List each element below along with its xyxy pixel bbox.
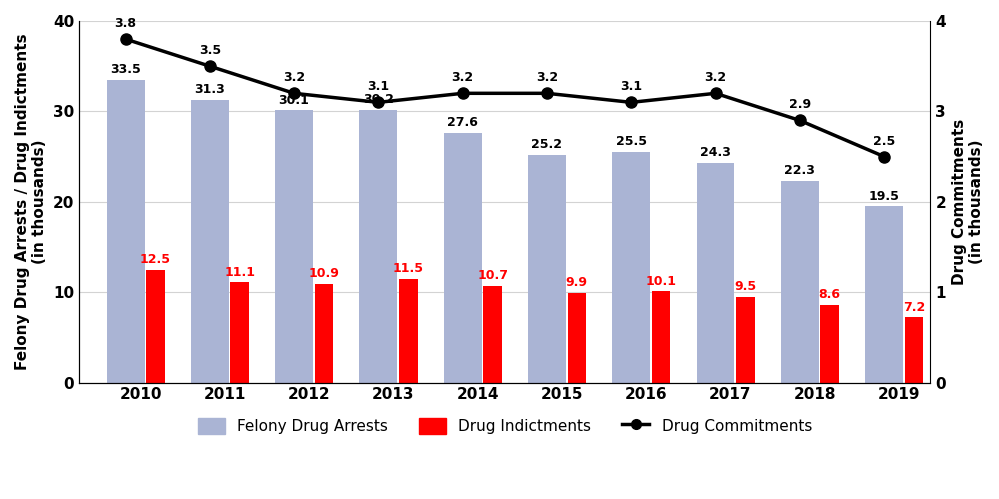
Text: 3.8: 3.8: [115, 17, 137, 30]
Text: 27.6: 27.6: [448, 116, 479, 129]
Text: 30.1: 30.1: [279, 94, 310, 107]
Bar: [315, 284, 334, 383]
Bar: [191, 100, 229, 383]
Text: 3.1: 3.1: [620, 80, 642, 93]
Text: 24.3: 24.3: [700, 146, 731, 159]
Text: 11.5: 11.5: [393, 262, 424, 275]
Text: 30.2: 30.2: [363, 93, 394, 106]
Text: 3.1: 3.1: [368, 80, 390, 93]
Legend: Felony Drug Arrests, Drug Indictments, Drug Commitments: Felony Drug Arrests, Drug Indictments, D…: [192, 412, 818, 440]
Drug Commitments: [457, 90, 469, 96]
Bar: [736, 297, 754, 383]
Bar: [528, 155, 565, 383]
Bar: [865, 206, 903, 383]
Drug Commitments: [373, 99, 385, 105]
Bar: [652, 291, 670, 383]
Text: 2.9: 2.9: [789, 98, 811, 111]
Text: 9.9: 9.9: [565, 276, 587, 289]
Bar: [612, 152, 650, 383]
Bar: [696, 163, 734, 383]
Drug Commitments: [288, 90, 300, 96]
Bar: [484, 286, 501, 383]
Drug Commitments: [625, 99, 637, 105]
Drug Commitments: [709, 90, 721, 96]
Line: Drug Commitments: Drug Commitments: [120, 33, 890, 162]
Text: 33.5: 33.5: [110, 63, 141, 76]
Bar: [781, 181, 819, 383]
Bar: [107, 80, 145, 383]
Text: 3.2: 3.2: [535, 71, 558, 84]
Text: 10.1: 10.1: [645, 274, 676, 287]
Text: 3.5: 3.5: [199, 44, 221, 57]
Bar: [231, 282, 249, 383]
Text: 3.2: 3.2: [452, 71, 474, 84]
Bar: [360, 110, 398, 383]
Drug Commitments: [120, 36, 132, 42]
Text: 3.2: 3.2: [704, 71, 726, 84]
Text: 11.1: 11.1: [224, 265, 256, 278]
Text: 10.7: 10.7: [478, 269, 508, 282]
Bar: [444, 133, 482, 383]
Text: 3.2: 3.2: [283, 71, 305, 84]
Drug Commitments: [878, 154, 890, 160]
Bar: [905, 317, 923, 383]
Text: 9.5: 9.5: [734, 280, 756, 293]
Bar: [275, 110, 313, 383]
Drug Commitments: [204, 63, 216, 69]
Drug Commitments: [541, 90, 553, 96]
Text: 8.6: 8.6: [819, 288, 841, 301]
Bar: [146, 269, 165, 383]
Text: 7.2: 7.2: [903, 301, 925, 314]
Y-axis label: Drug Commitments
(in thousands): Drug Commitments (in thousands): [952, 119, 984, 285]
Bar: [820, 305, 839, 383]
Text: 25.5: 25.5: [615, 135, 646, 148]
Text: 31.3: 31.3: [195, 83, 225, 96]
Text: 19.5: 19.5: [869, 190, 899, 203]
Bar: [399, 278, 418, 383]
Y-axis label: Felony Drug Arrests / Drug Indictments
(in thousands): Felony Drug Arrests / Drug Indictments (…: [15, 33, 47, 370]
Text: 22.3: 22.3: [784, 164, 815, 177]
Bar: [567, 293, 586, 383]
Drug Commitments: [794, 117, 806, 123]
Text: 12.5: 12.5: [140, 253, 171, 266]
Text: 10.9: 10.9: [309, 267, 340, 280]
Text: 2.5: 2.5: [873, 135, 895, 148]
Text: 25.2: 25.2: [531, 138, 562, 151]
